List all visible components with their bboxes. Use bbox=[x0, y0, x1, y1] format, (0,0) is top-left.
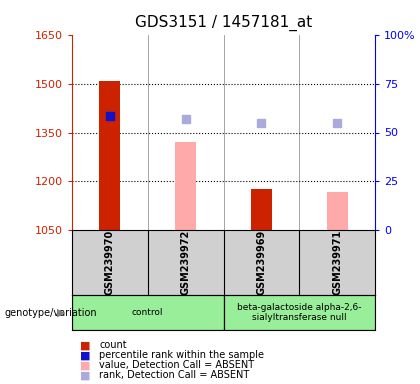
Text: GSM239971: GSM239971 bbox=[332, 230, 342, 295]
Bar bbox=[175, 142, 196, 230]
Text: ■: ■ bbox=[80, 370, 91, 381]
Text: ▶: ▶ bbox=[57, 308, 66, 318]
Text: ■: ■ bbox=[80, 360, 91, 370]
Text: genotype/variation: genotype/variation bbox=[4, 308, 97, 318]
Text: rank, Detection Call = ABSENT: rank, Detection Call = ABSENT bbox=[99, 370, 249, 381]
Text: beta-galactoside alpha-2,6-
sialyltransferase null: beta-galactoside alpha-2,6- sialyltransf… bbox=[237, 303, 362, 322]
Title: GDS3151 / 1457181_at: GDS3151 / 1457181_at bbox=[135, 15, 312, 31]
Bar bbox=[251, 189, 272, 230]
Bar bbox=[99, 81, 121, 230]
Bar bbox=[223, 295, 375, 330]
Text: count: count bbox=[99, 340, 127, 350]
Text: GSM239970: GSM239970 bbox=[105, 230, 115, 295]
Text: GSM239972: GSM239972 bbox=[181, 230, 191, 295]
Text: ■: ■ bbox=[80, 340, 91, 350]
Text: value, Detection Call = ABSENT: value, Detection Call = ABSENT bbox=[99, 360, 255, 370]
Text: GSM239969: GSM239969 bbox=[256, 230, 266, 295]
Bar bbox=[326, 192, 348, 230]
Bar bbox=[72, 295, 223, 330]
Text: percentile rank within the sample: percentile rank within the sample bbox=[99, 350, 264, 360]
Text: ■: ■ bbox=[80, 350, 91, 360]
Text: control: control bbox=[132, 308, 163, 317]
